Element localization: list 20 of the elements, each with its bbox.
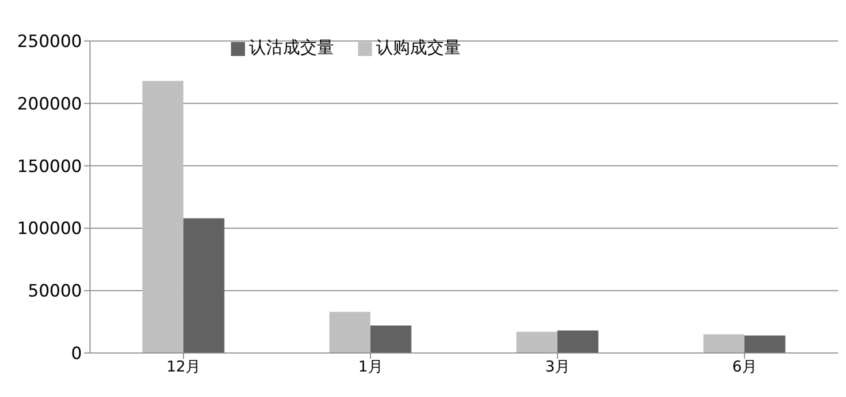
bar [142, 80, 184, 353]
y-tick-label: 0 [71, 344, 82, 364]
y-tick-label: 200000 [17, 94, 82, 114]
bar [329, 312, 370, 353]
x-tick-label: 1月 [358, 358, 383, 376]
legend-label: 认沽成交量 [249, 38, 334, 58]
bar [516, 332, 558, 353]
bar [370, 326, 412, 353]
bar [557, 330, 598, 353]
y-tick-label: 50000 [28, 282, 82, 302]
bar [744, 336, 786, 353]
y-tick-label: 250000 [17, 32, 82, 52]
bar [703, 334, 744, 353]
y-tick-label: 150000 [17, 156, 82, 177]
x-tick-label: 3月 [545, 358, 570, 376]
y-tick-label: 100000 [17, 219, 82, 240]
x-tick-label: 6月 [732, 358, 757, 376]
x-tick-label: 12月 [166, 358, 201, 376]
bar [183, 218, 224, 353]
legend-label: 认购成交量 [376, 38, 461, 58]
